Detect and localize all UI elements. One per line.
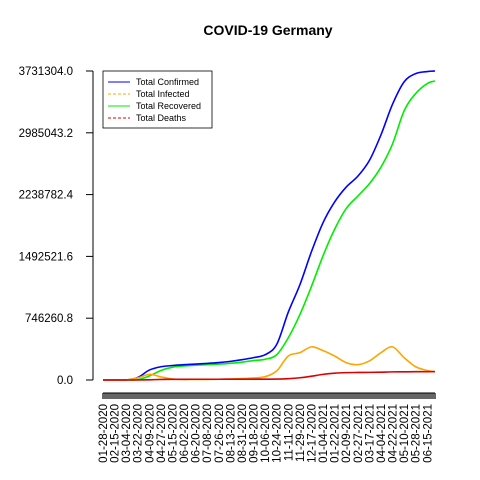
x-tick-label: 07-26-2020 [214,404,226,463]
chart-title: COVID-19 Germany [203,22,332,38]
x-tick-label: 04-27-2020 [156,404,168,463]
x-tick-label: 11-11-2020 [283,404,295,461]
legend: Total Confirmed Total Infected Total Recov… [102,70,213,129]
y-tick-label: 3731304.0 [19,66,73,78]
x-tick-label: 10-24-2020 [272,404,284,463]
series-line-total-deaths [102,370,436,381]
x-tick-label: 04-04-2021 [376,404,388,463]
x-tick-label: 06-20-2020 [191,404,203,463]
y-tick-label: 746260.8 [25,313,73,325]
series-line-total-recovered [102,80,436,381]
x-tick-label: 06-02-2020 [179,404,191,463]
x-tick-label: 04-22-2021 [388,404,400,463]
x-tick-label: 01-22-2021 [330,404,342,463]
x-tick-label: 05-15-2020 [167,404,179,463]
legend-label: Total Deaths [136,113,187,123]
x-tick-label: 02-15-2020 [110,404,122,463]
series-layer [102,70,436,381]
y-tick-label: 2985043.2 [19,128,73,140]
y-tick-label: 1492521.6 [19,251,73,263]
x-tick-label: 07-08-2020 [202,404,214,463]
x-tick-label: 11-29-2020 [295,404,307,462]
x-tick-label: 10-06-2020 [260,404,272,463]
x-tick-label: 04-09-2020 [144,404,156,463]
x-tick-label: 06-15-2021 [422,404,434,463]
x-tick-label: 08-31-2020 [237,404,249,463]
x-tick-label: 12-17-2020 [306,404,318,463]
y-tick-label: 2238782.4 [19,190,74,202]
x-axis: 01-28-2020 02-15-2020 03-04-2020 03-22-2020… [98,392,436,463]
legend-box [102,70,213,129]
legend-label: Total Infected [136,89,190,99]
legend-label: Total Recovered [136,101,201,111]
x-tick-label: 03-22-2020 [133,404,145,463]
series-line-total-infected [102,345,436,381]
x-tick-label: 05-28-2021 [411,404,423,463]
x-tick-label: 08-13-2020 [225,404,237,463]
y-axis: 0.0 746260.8 1492521.6 2238782.4 2985043.2 37… [19,66,94,387]
x-tick-label: 02-27-2021 [353,404,365,463]
y-tick-label: 0.0 [57,375,73,387]
x-tick-label: 03-17-2021 [364,404,376,463]
x-tick-label: 01-28-2020 [98,404,110,463]
x-tick-label: 05-10-2021 [399,404,411,463]
x-tick-label: 03-04-2020 [121,404,133,463]
x-tick-label: 02-09-2021 [341,404,353,463]
series-line-total-confirmed [102,70,436,381]
x-tick-label: 09-18-2020 [249,404,261,463]
legend-label: Total Confirmed [136,77,199,87]
x-tick-label: 01-04-2021 [318,404,330,463]
